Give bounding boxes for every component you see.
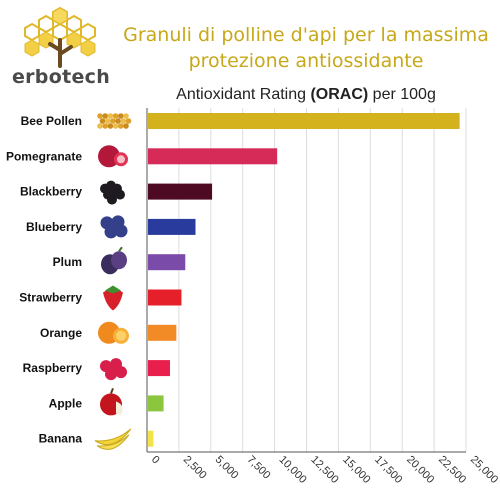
bar: [148, 183, 213, 200]
brand-name: erbotech: [11, 66, 111, 88]
category-label: Pomegranate: [6, 149, 82, 163]
page-headline: Granuli di polline d'api per la massima …: [112, 22, 500, 74]
x-tick-label: 15,000: [340, 454, 372, 486]
plum-body-2: [111, 251, 127, 270]
apple-slice: [116, 401, 123, 416]
apple-stem: [110, 388, 114, 394]
category-label: Blackberry: [20, 185, 82, 199]
x-tick-label: 25,000: [468, 454, 500, 486]
x-tick-label: 0: [149, 454, 162, 467]
category-label: Bee Pollen: [21, 114, 82, 128]
bee-pollen-granule: [123, 113, 129, 119]
orange-slice-flesh: [116, 330, 126, 341]
strawberry-body: [103, 289, 123, 311]
bar: [148, 289, 182, 306]
x-tick-label: 5,000: [213, 454, 241, 482]
bee-pollen-granule: [118, 123, 124, 129]
blueberry-berry: [114, 224, 128, 238]
bee-pollen-granule: [115, 118, 121, 124]
plum-stem: [118, 246, 123, 252]
bee-pollen-granule: [107, 123, 114, 129]
blackberry-drupe: [115, 189, 125, 200]
bar: [148, 324, 177, 341]
blueberry-berry: [104, 225, 118, 239]
bee-pollen-granule: [112, 113, 119, 119]
x-tick-label: 17,500: [372, 454, 404, 486]
bee-pollen-granule: [97, 113, 103, 119]
strawberry-leaves: [105, 285, 121, 294]
x-tick-label: 22,500: [436, 454, 468, 486]
x-tick-label: 2,500: [181, 454, 209, 482]
category-label: Plum: [53, 255, 82, 269]
x-tick-label: 20,000: [404, 454, 436, 486]
bee-pollen-granule: [102, 113, 108, 119]
headline-line-2: protezione antiossidante: [188, 50, 424, 72]
raspberry-berry: [115, 366, 127, 379]
honeycomb-tree-logo-icon: [24, 6, 96, 68]
bee-pollen-granule: [99, 118, 106, 124]
pomegranate-seeds: [117, 155, 125, 164]
bee-pollen-granule: [104, 118, 111, 124]
bar: [148, 218, 196, 235]
banana-2: [96, 434, 130, 450]
blackberry-drupe: [107, 194, 117, 205]
chart-title-suffix: per 100g: [368, 86, 436, 103]
bar: [148, 395, 164, 412]
bee-pollen-granule: [112, 123, 119, 129]
x-tick-label: 12,500: [308, 454, 340, 486]
headline-line-1: Granuli di polline d'api per la massima: [123, 24, 489, 46]
banana-1: [94, 428, 132, 446]
category-label: Apple: [49, 396, 83, 410]
bee-pollen-granule: [123, 123, 129, 129]
bar: [148, 113, 460, 129]
bee-pollen-granule: [118, 113, 124, 119]
bee-pollen-granule: [120, 118, 127, 124]
chart-title-bold: (ORAC): [310, 86, 369, 103]
chart-title: Antioxidant Rating (ORAC) per 100g: [112, 86, 500, 104]
category-label: Raspberry: [23, 361, 83, 375]
bee-pollen-granule: [125, 118, 132, 124]
raspberry-berry: [105, 368, 117, 381]
bar: [148, 148, 278, 165]
bee-pollen-granule: [110, 118, 116, 124]
category-label: Blueberry: [26, 220, 82, 234]
category-label: Banana: [39, 432, 83, 446]
chart-title-prefix: Antioxidant Rating: [176, 86, 311, 103]
bar: [148, 254, 186, 271]
bee-pollen-granule: [97, 123, 103, 129]
x-tick-label: 10,000: [276, 454, 308, 486]
bee-pollen-granule: [107, 113, 114, 119]
x-tick-label: 7,500: [245, 454, 273, 482]
bar: [148, 360, 170, 377]
category-label: Orange: [40, 326, 82, 340]
category-label: Strawberry: [19, 291, 82, 305]
bar: [148, 430, 154, 447]
bee-pollen-granule: [102, 123, 108, 129]
